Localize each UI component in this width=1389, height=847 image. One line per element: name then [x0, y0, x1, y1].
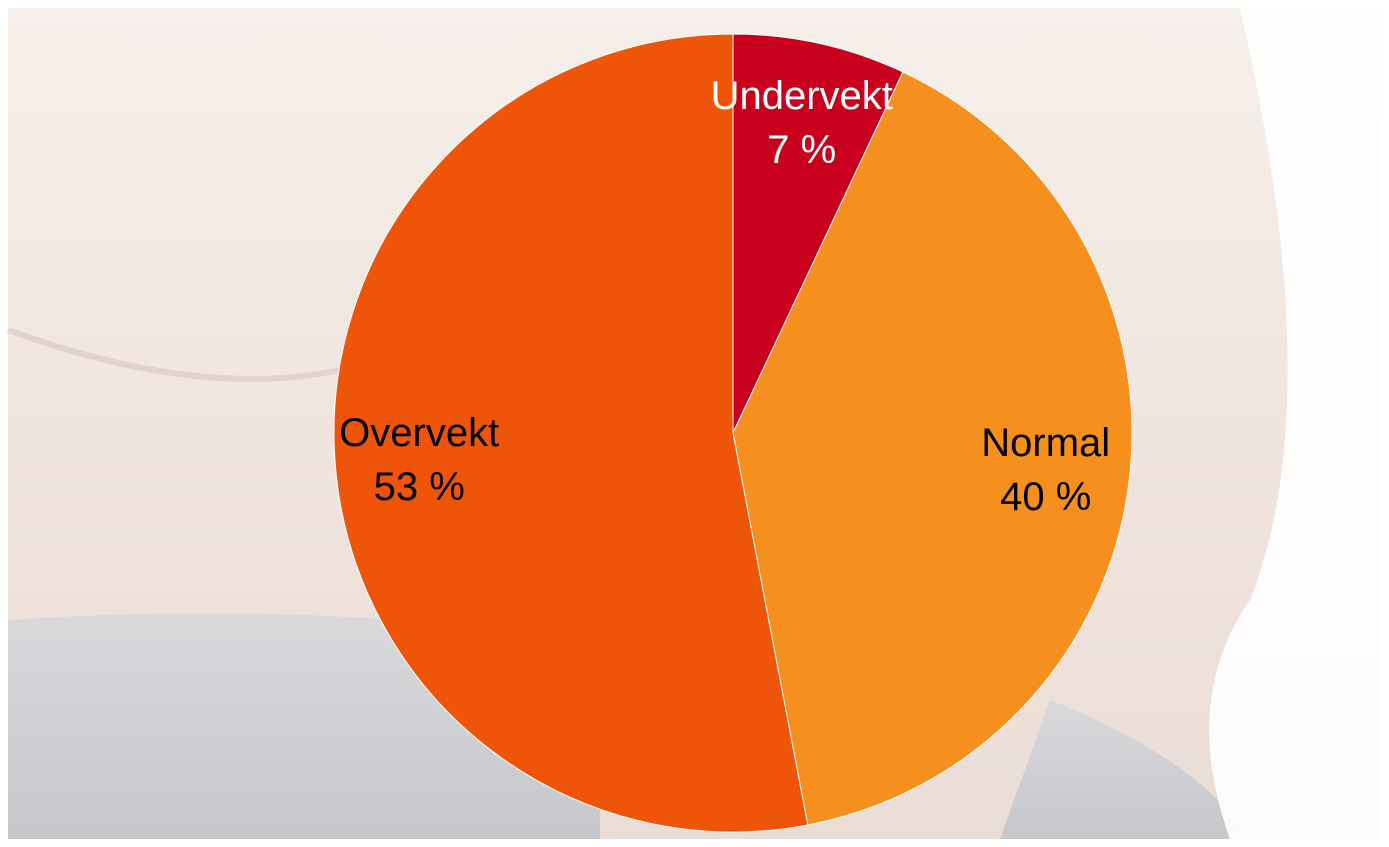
- slice-label: Undervekt: [711, 74, 893, 118]
- chart: Undervekt 7 % Normal 40 % Overvekt 53 %: [0, 0, 1389, 847]
- slice-label: Normal: [981, 421, 1110, 465]
- slice-value-label: 40 %: [1000, 475, 1091, 519]
- slice-value-label: 53 %: [374, 465, 465, 509]
- page: Undervekt7 %Normal40 %Overvekt53 % (() =…: [0, 0, 1389, 847]
- slice-value-label: 7 %: [767, 128, 836, 172]
- slice-label: Overvekt: [339, 411, 499, 455]
- pie: Undervekt 7 % Normal 40 % Overvekt 53 %: [334, 34, 1132, 832]
